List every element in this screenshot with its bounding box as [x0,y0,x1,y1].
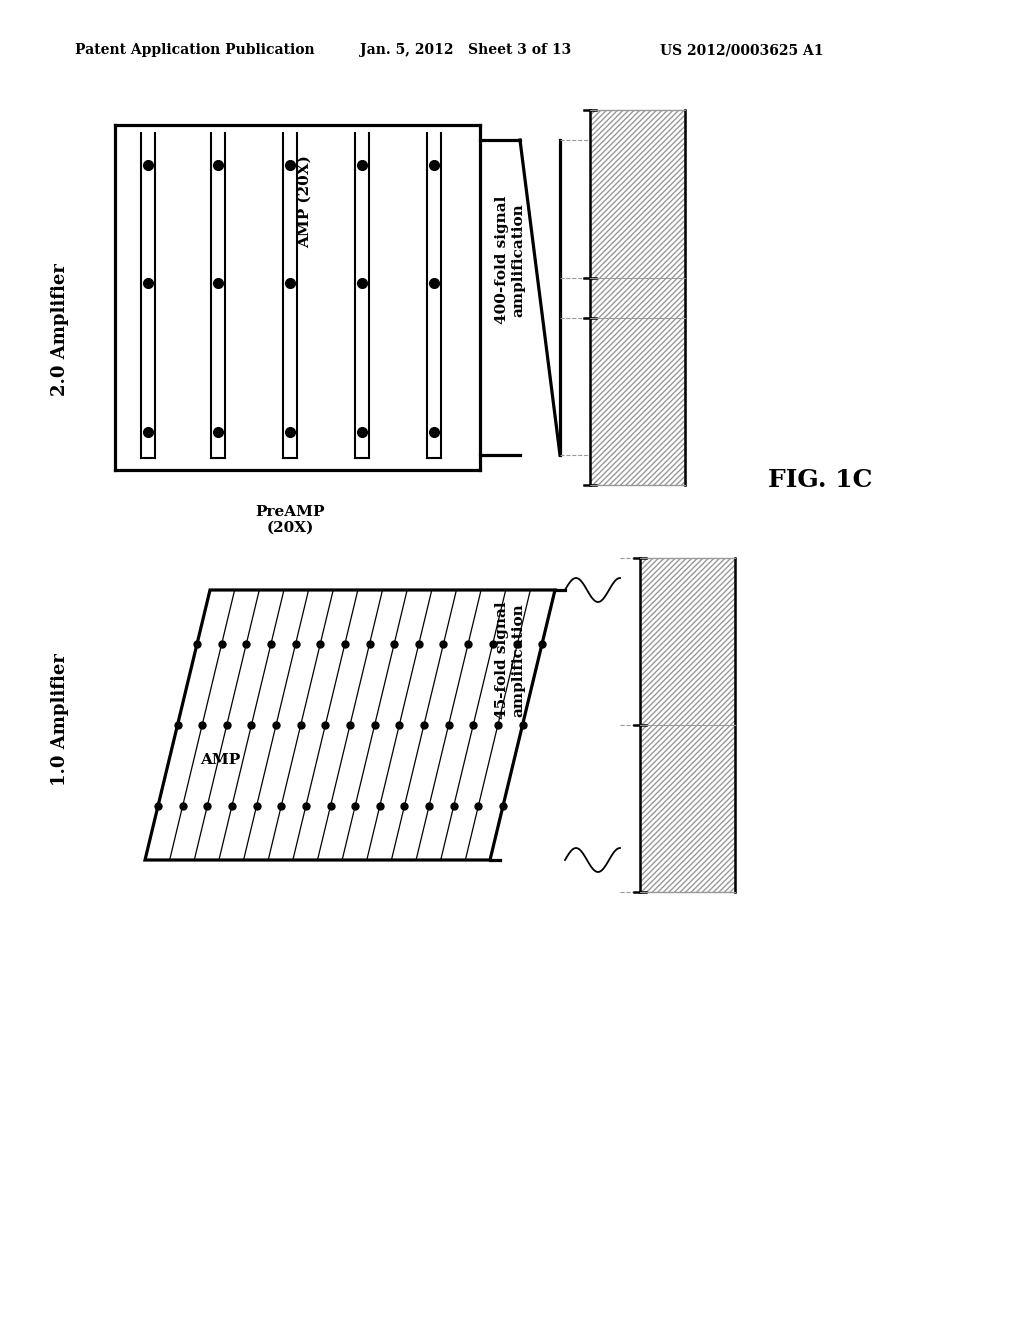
Bar [640,558,735,892]
Text: 45-fold signal
amplification: 45-fold signal amplification [495,601,525,719]
Text: 400-fold signal
amplification: 400-fold signal amplification [495,195,525,325]
Text: US 2012/0003625 A1: US 2012/0003625 A1 [660,44,823,57]
Text: Jan. 5, 2012   Sheet 3 of 13: Jan. 5, 2012 Sheet 3 of 13 [360,44,571,57]
Bar [590,110,685,484]
Text: AMP: AMP [200,752,240,767]
Text: 2.0 Amplifier: 2.0 Amplifier [51,264,69,396]
Text: AMP (20X): AMP (20X) [298,154,312,248]
Text: Patent Application Publication: Patent Application Publication [75,44,314,57]
Text: 1.0 Amplifier: 1.0 Amplifier [51,653,69,787]
Text: PreAMP
(20X): PreAMP (20X) [255,504,325,535]
Text: FIG. 1C: FIG. 1C [768,469,872,492]
